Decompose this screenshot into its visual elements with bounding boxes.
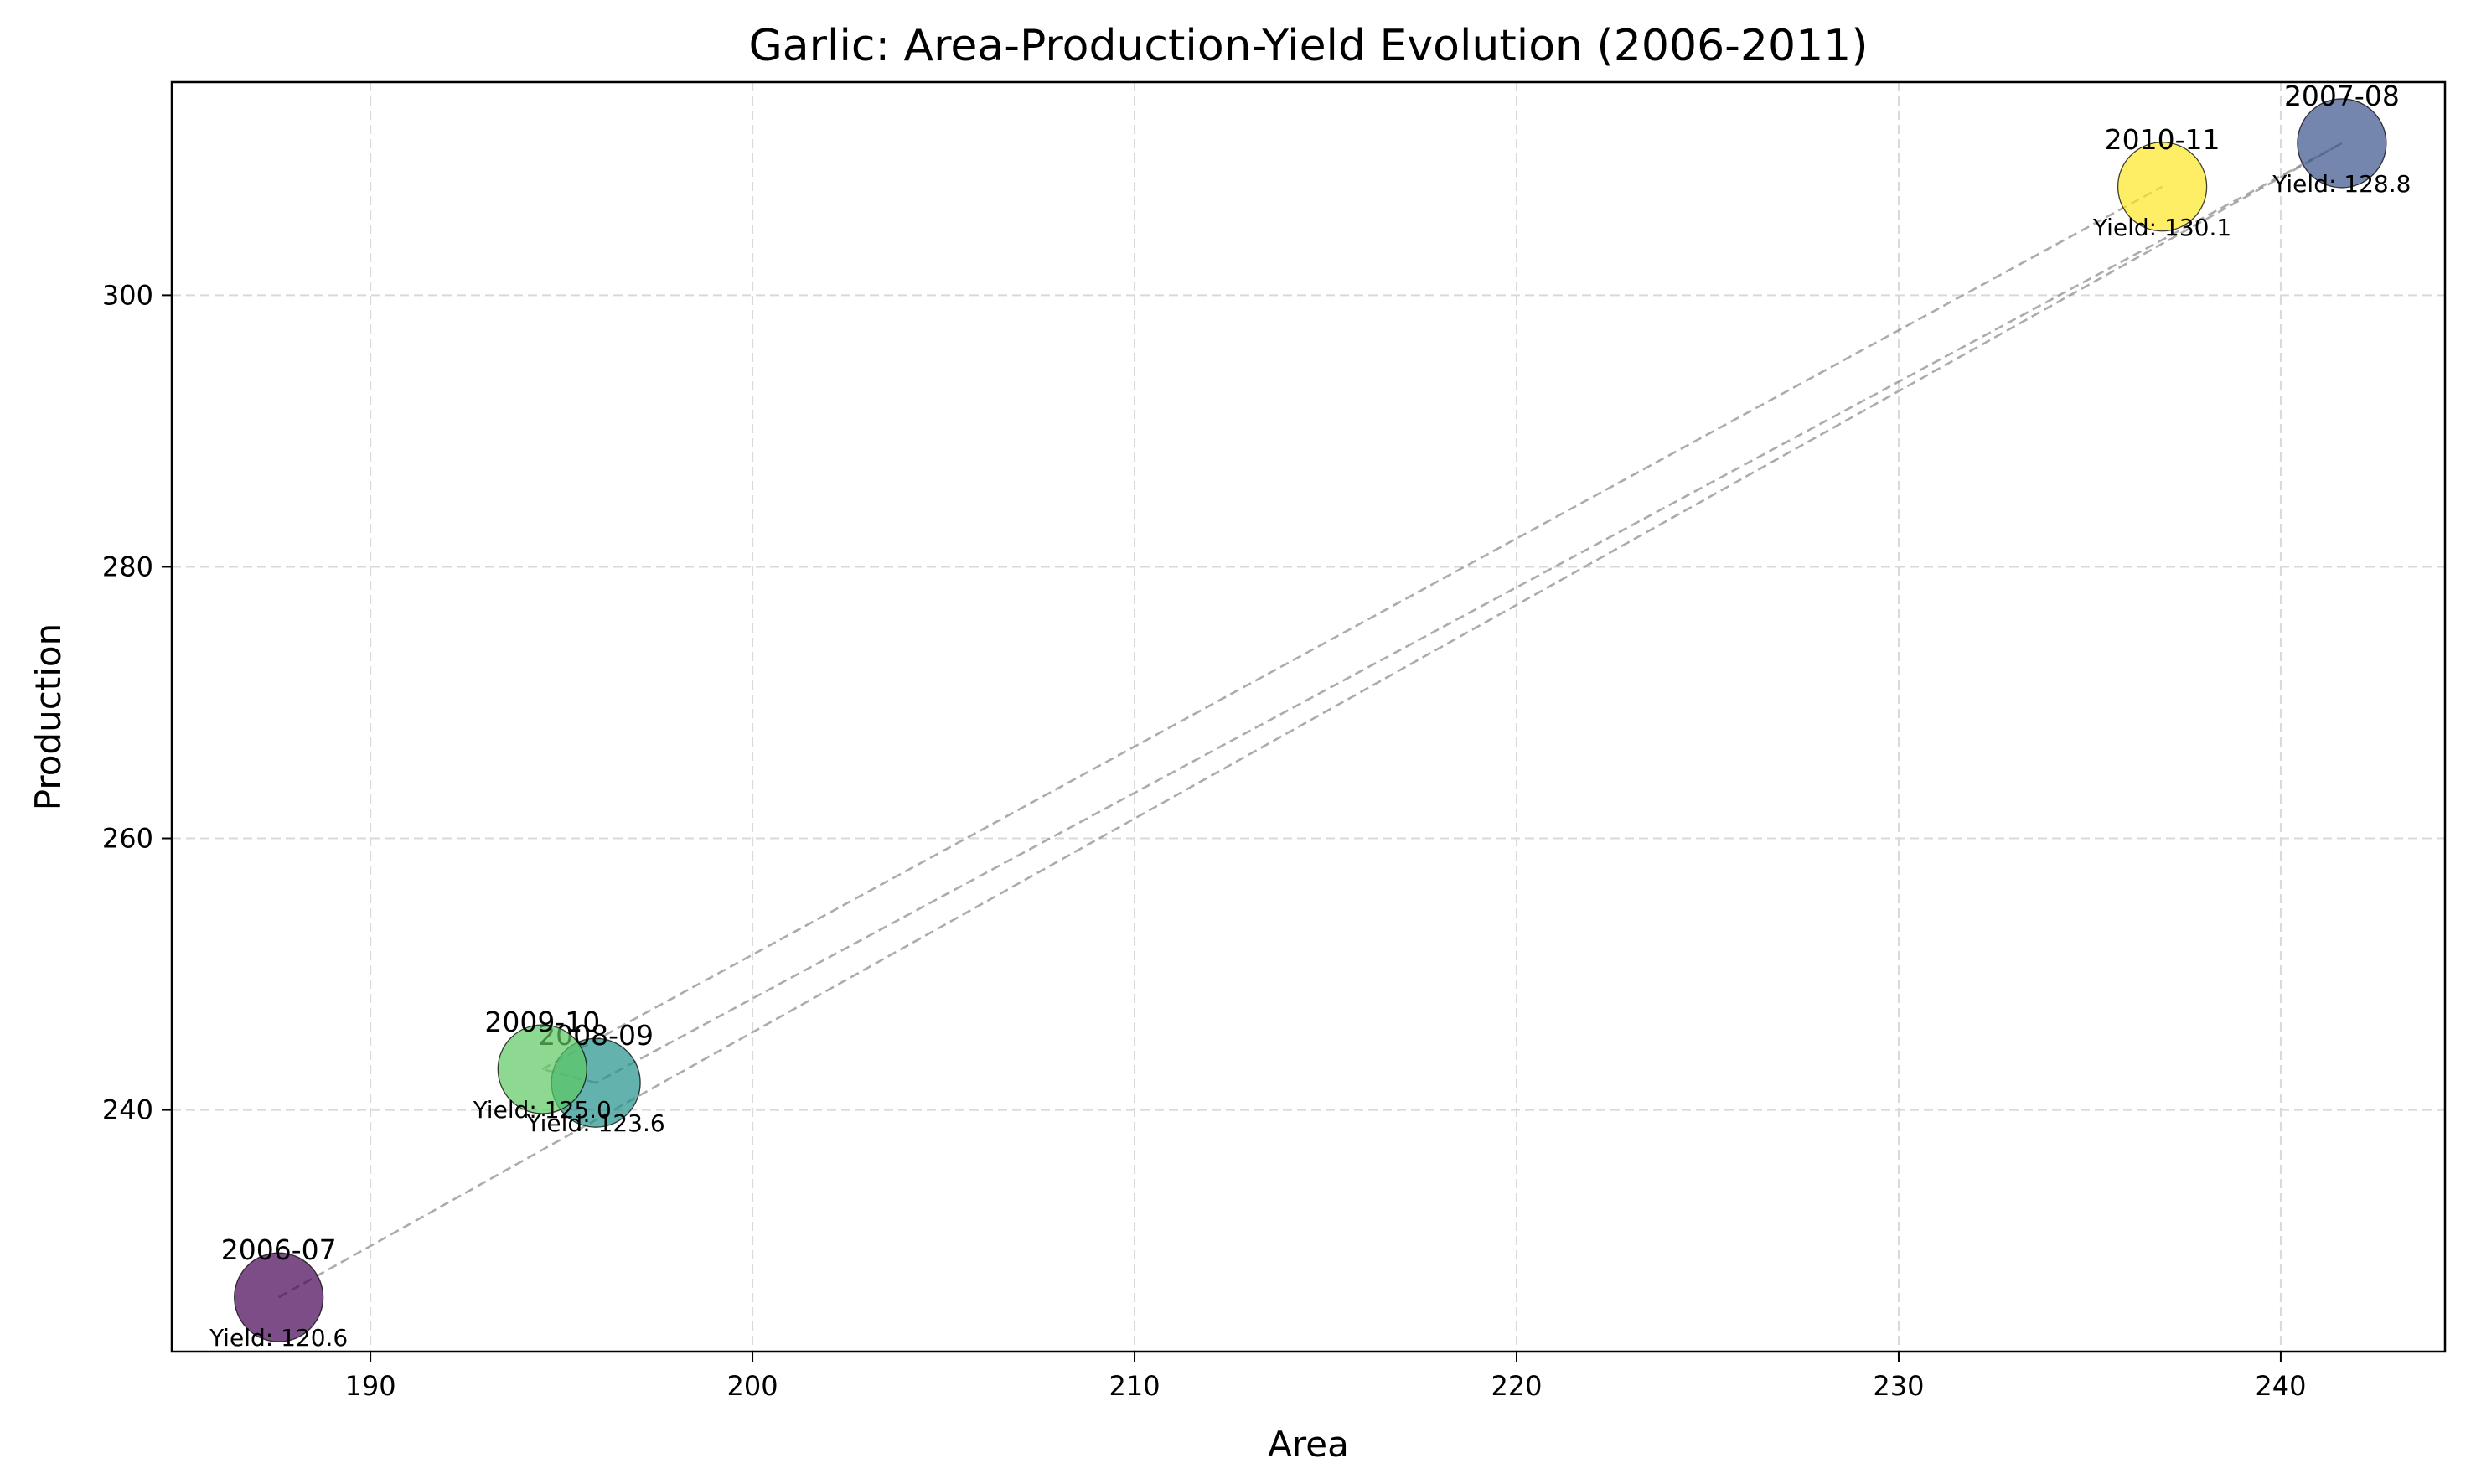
trajectory-segment [595, 142, 2343, 1084]
point-label: 2006-07 [221, 1233, 337, 1266]
x-tick-label: 200 [727, 1370, 778, 1402]
y-tick-label: 240 [102, 1094, 153, 1126]
trajectory-segment [278, 142, 2343, 1299]
plot-frame [170, 80, 2447, 1353]
y-tick-label: 280 [102, 551, 153, 582]
y-tick-label: 260 [102, 823, 153, 855]
axis-ticks: 190 200 210 220 230 240 240 260 280 300 [102, 279, 2307, 1402]
x-axis-title: Area [1268, 1424, 1349, 1465]
trajectory-segment [541, 185, 2163, 1071]
x-tick-label: 230 [1873, 1370, 1924, 1402]
chart-title: Garlic: Area-Production-Yield Evolution … [748, 21, 1868, 71]
yield-label: Yield: 123.6 [526, 1109, 665, 1137]
bubble-point [2297, 98, 2387, 189]
point-label: 2010-11 [2105, 123, 2220, 156]
point-label: 2007-08 [2284, 80, 2400, 112]
bubble-point [234, 1252, 324, 1342]
bubble-point [497, 1024, 587, 1114]
bubbles: 2006-07 Yield: 120.6 2007-08 Yield: 128.8 20… [209, 80, 2411, 1352]
x-tick-label: 190 [345, 1370, 396, 1402]
yield-label: Yield: 125.0 [473, 1096, 612, 1124]
yield-label: Yield: 130.1 [2092, 214, 2231, 241]
x-tick-label: 220 [1491, 1370, 1542, 1402]
x-tick-label: 240 [2255, 1370, 2306, 1402]
yield-label: Yield: 120.6 [209, 1324, 348, 1352]
y-axis-title: Production [28, 623, 69, 810]
bubble-point [2117, 142, 2208, 232]
yield-label: Yield: 128.8 [2272, 170, 2411, 198]
y-tick-label: 300 [102, 279, 153, 311]
point-label: 2009-10 [484, 1006, 600, 1038]
x-tick-label: 210 [1109, 1370, 1160, 1402]
